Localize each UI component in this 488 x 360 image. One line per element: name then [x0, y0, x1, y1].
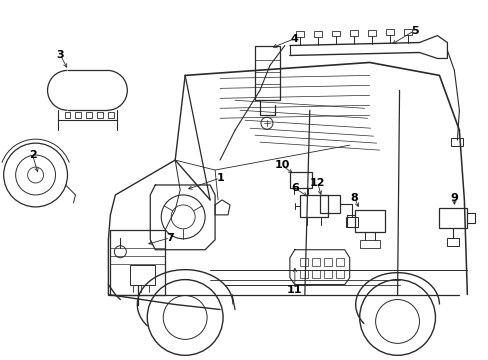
Text: 11: 11 — [286, 284, 302, 294]
Bar — [354, 210, 384, 232]
Bar — [86, 112, 92, 118]
Bar — [367, 30, 375, 36]
Bar — [331, 31, 339, 36]
Bar — [299, 195, 327, 217]
Bar — [359, 240, 379, 248]
Bar — [299, 258, 307, 266]
Bar — [323, 270, 331, 278]
Bar — [335, 270, 343, 278]
Bar — [349, 30, 357, 36]
Bar — [295, 31, 303, 37]
Bar — [319, 195, 339, 213]
Bar — [450, 138, 463, 146]
Bar — [97, 112, 103, 118]
Text: 3: 3 — [57, 50, 64, 60]
Bar — [403, 29, 411, 35]
Text: 5: 5 — [410, 26, 417, 36]
Bar — [299, 270, 307, 278]
Bar — [447, 238, 458, 246]
Text: 12: 12 — [309, 178, 325, 188]
Bar — [335, 258, 343, 266]
Text: 1: 1 — [216, 173, 224, 183]
Bar — [385, 29, 393, 35]
Bar — [311, 258, 319, 266]
Bar — [439, 208, 467, 228]
Bar — [64, 112, 70, 118]
Bar — [345, 217, 357, 227]
Text: 6: 6 — [290, 183, 298, 193]
Bar — [130, 265, 155, 285]
Bar — [110, 230, 165, 294]
Bar — [311, 270, 319, 278]
Bar — [75, 112, 81, 118]
Bar — [254, 45, 279, 100]
Text: 4: 4 — [290, 33, 298, 44]
Bar — [313, 31, 321, 37]
Text: 8: 8 — [350, 193, 358, 203]
Text: 2: 2 — [29, 150, 37, 160]
Text: 9: 9 — [449, 193, 457, 203]
Bar — [108, 112, 114, 118]
Text: 7: 7 — [166, 233, 174, 243]
Text: 10: 10 — [274, 160, 289, 170]
Bar — [289, 172, 311, 188]
Bar — [323, 258, 331, 266]
